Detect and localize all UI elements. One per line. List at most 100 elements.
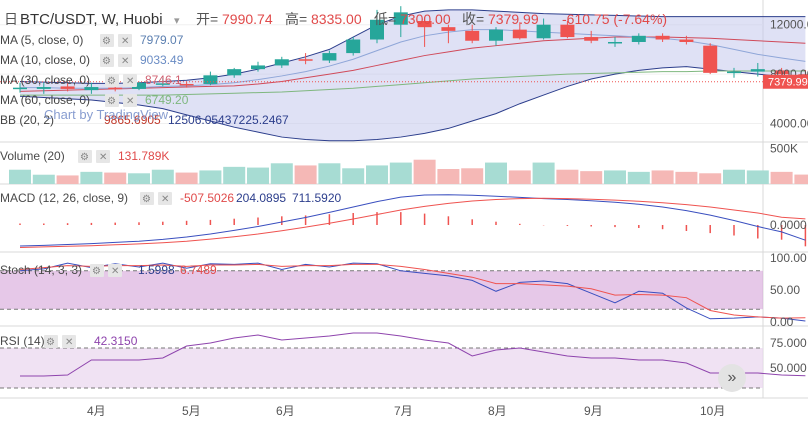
candle-body	[179, 83, 194, 86]
stoch-band	[0, 270, 763, 310]
candle-body	[322, 53, 337, 61]
candle-body	[203, 75, 218, 84]
macd-histogram-bar	[19, 223, 21, 225]
close-icon: ✕	[121, 36, 129, 47]
indicator-settings-button[interactable]	[78, 150, 92, 163]
volume-bar	[270, 163, 293, 184]
indicator-close-button[interactable]	[108, 264, 122, 277]
indicator-close-button[interactable]	[96, 150, 110, 163]
time-axis-tick: 4月	[87, 404, 106, 418]
indicator-label: MA (60, close, 0)	[0, 93, 90, 107]
indicator-settings-button[interactable]	[90, 264, 104, 277]
close-icon: ✕	[126, 76, 134, 87]
gear-icon: ⚙	[142, 194, 151, 205]
candle-body	[631, 35, 646, 42]
macd-histogram-bar	[423, 213, 426, 225]
candle-body	[560, 24, 575, 38]
macd-histogram-bar	[709, 225, 711, 234]
volume-bar	[746, 170, 769, 184]
volume-bar	[461, 168, 484, 184]
low-label: 低=	[374, 11, 396, 27]
macd-histogram-bar	[757, 225, 759, 239]
indicator-label: MA (5, close, 0)	[0, 33, 83, 47]
indicator-close-button[interactable]	[158, 192, 172, 205]
candle-body	[536, 24, 551, 39]
indicator-close-button[interactable]	[62, 335, 76, 348]
candle-body	[774, 70, 789, 75]
indicator-value: 8746.1	[145, 73, 182, 87]
indicator-close-button[interactable]	[123, 94, 137, 107]
time-axis-tick: 8月	[488, 404, 507, 418]
candle-body	[60, 86, 75, 89]
indicator-label: BB (20, 2)	[0, 113, 54, 127]
volume-bar	[247, 167, 269, 184]
indicator-close-button[interactable]	[118, 54, 132, 67]
time-axis-tick: 9月	[584, 404, 603, 418]
volume-bar	[770, 171, 793, 184]
macd-line	[19, 194, 806, 247]
open-value: 7990.74	[222, 11, 273, 27]
macd-histogram-bar	[233, 218, 235, 225]
close-icon: ✕	[161, 194, 169, 205]
candle-body	[584, 37, 599, 41]
indicator-settings-button[interactable]	[140, 192, 154, 205]
macd-histogram-bar	[685, 225, 688, 231]
indicator-close-button[interactable]	[118, 34, 132, 47]
candle-body	[441, 27, 456, 31]
macd-label: MACD (12, 26, close, 9)	[0, 191, 128, 205]
macd-histogram-bar	[804, 225, 807, 247]
candle-body	[346, 39, 361, 54]
stoch-label: Stoch (14, 3, 3)	[0, 263, 82, 277]
last-price-tag-label: 7379.99	[768, 77, 808, 89]
time-axis-tick: 10月	[700, 404, 725, 418]
volume-bar	[699, 173, 722, 184]
indicator-settings-button[interactable]	[100, 34, 114, 47]
gear-icon: ⚙	[107, 96, 116, 107]
volume-bar	[627, 171, 650, 184]
candle-body	[84, 87, 99, 91]
candle-body	[393, 12, 408, 25]
volume-bar	[437, 169, 460, 184]
volume-bar	[723, 169, 745, 184]
macd-axis-tick: 0.0000	[770, 218, 807, 232]
rsi-axis-tick: 75.000	[770, 336, 807, 350]
stoch-d-line	[19, 263, 806, 319]
scroll-to-realtime-button[interactable]: »	[718, 364, 746, 392]
macd-histogram-bar	[281, 216, 283, 225]
stoch-axis-tick: 50.00	[770, 283, 800, 297]
close-icon: ✕	[99, 152, 107, 163]
symbol-dropdown-icon[interactable]: ▾	[174, 15, 180, 27]
indicator-value: 6749.20	[145, 93, 189, 107]
rsi-band	[0, 348, 763, 388]
volume-bar	[32, 174, 55, 184]
indicator-settings-button[interactable]	[105, 74, 119, 87]
macd-value: 204.0895	[236, 191, 286, 205]
candle-body	[512, 29, 527, 39]
bollinger-lower-line	[19, 66, 806, 142]
indicator-settings-button[interactable]	[105, 94, 119, 107]
macd-value: 711.5920	[292, 191, 341, 205]
volume-bar	[580, 171, 603, 184]
rsi-axis-tick: 50.000	[770, 361, 807, 375]
macd-histogram-bar	[661, 225, 664, 230]
indicator-label: MA (10, close, 0)	[0, 53, 90, 67]
volume-bar	[651, 170, 674, 184]
volume-bar	[199, 170, 222, 184]
symbol-title[interactable]: BTC/USDT, W, Huobi	[20, 11, 163, 28]
macd-signal-line	[19, 197, 806, 248]
volume-bar	[175, 172, 198, 184]
volume-bar	[128, 173, 150, 184]
interval-icon[interactable]: 日	[4, 11, 18, 27]
indicator-close-button[interactable]	[123, 74, 137, 87]
candle-body	[608, 41, 622, 44]
gear-icon: ⚙	[102, 56, 111, 67]
candle-body	[132, 82, 146, 89]
indicator-settings-button[interactable]	[100, 54, 114, 67]
indicator-value: 12506.0543	[168, 113, 232, 127]
macd-histogram-bar	[328, 214, 331, 225]
indicator-settings-button[interactable]	[44, 335, 58, 348]
macd-value: -507.5026	[180, 191, 234, 205]
volume-bar	[413, 159, 436, 184]
time-axis-tick: 6月	[276, 404, 295, 418]
